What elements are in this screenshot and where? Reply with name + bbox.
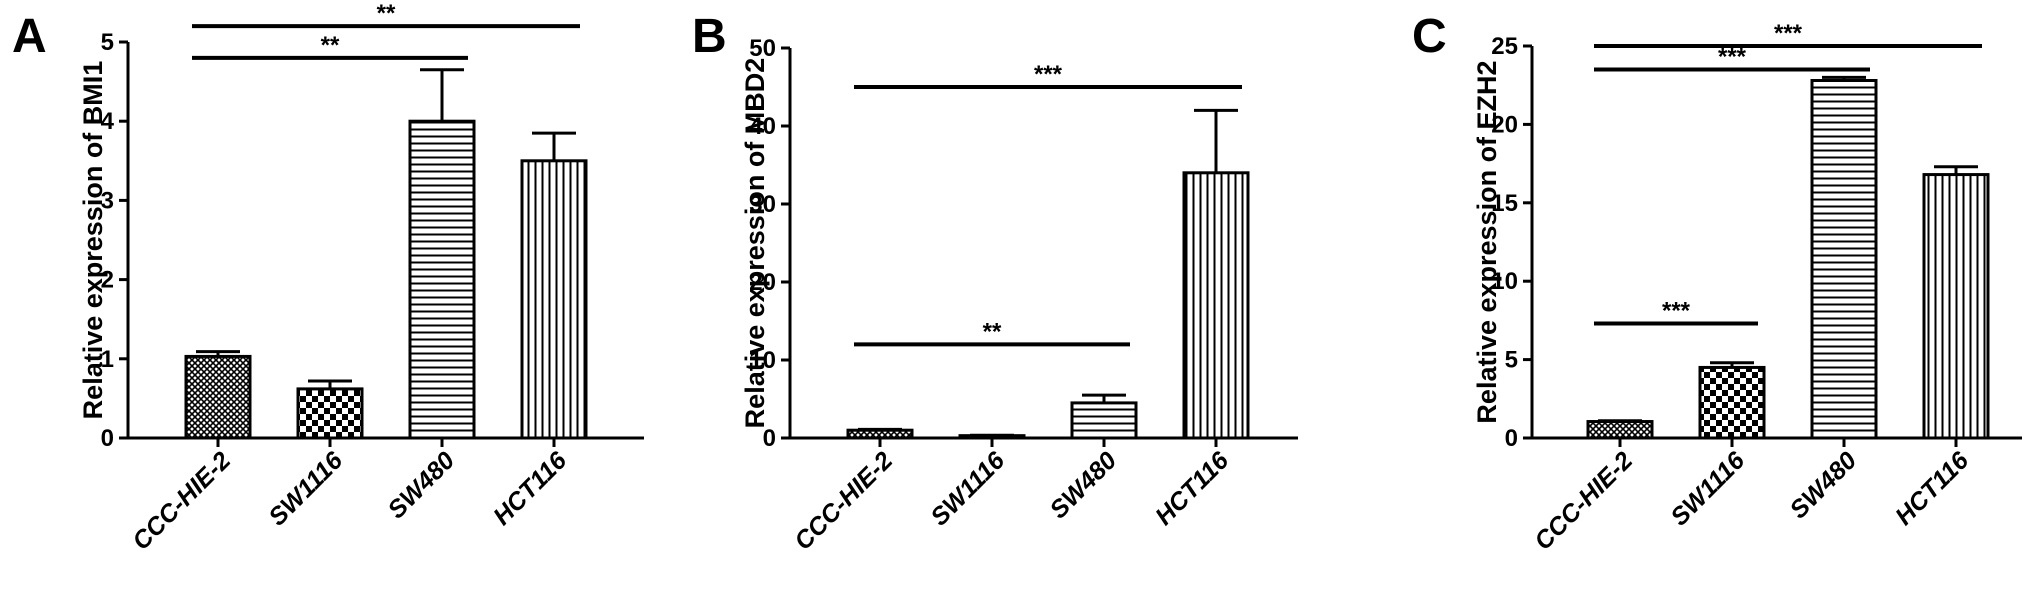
bar (1182, 171, 1250, 440)
significance-label: *** (1718, 44, 1747, 71)
bar (184, 354, 252, 440)
bar (520, 159, 588, 440)
y-tick-label: 5 (101, 29, 114, 56)
x-tick-label: CCC-HIE-2 (127, 446, 236, 555)
x-tick-label: SW1116 (1665, 446, 1751, 532)
significance-label: *** (1034, 61, 1063, 88)
y-tick-label: 10 (1491, 268, 1518, 295)
bar (1586, 420, 1654, 440)
x-tick-label: SW1116 (925, 446, 1011, 532)
significance-label: ** (377, 0, 396, 27)
y-tick-label: 50 (749, 35, 776, 62)
y-tick-label: 2 (101, 267, 114, 294)
y-tick-label: 1 (101, 346, 114, 373)
x-tick-label: HCT116 (1150, 446, 1235, 531)
y-tick-label: 3 (101, 187, 114, 214)
bar (296, 387, 364, 440)
bar (408, 119, 476, 440)
x-tick-label: HCT116 (1890, 446, 1975, 531)
significance-label: *** (1662, 298, 1691, 325)
y-tick-label: 30 (749, 191, 776, 218)
significance-label: ** (321, 32, 340, 59)
bar (1070, 401, 1138, 440)
x-tick-label: SW480 (382, 446, 460, 524)
y-tick-label: 0 (763, 425, 776, 452)
y-tick-label: 40 (749, 113, 776, 140)
y-tick-label: 0 (101, 425, 114, 452)
y-tick-label: 0 (1505, 425, 1518, 452)
y-tick-label: 10 (749, 347, 776, 374)
bar (958, 434, 1026, 440)
x-tick-label: CCC-HIE-2 (789, 446, 898, 555)
x-tick-label: SW480 (1044, 446, 1122, 524)
x-tick-label: SW1116 (263, 446, 349, 532)
y-tick-label: 25 (1491, 33, 1518, 60)
panel-letter: C (1412, 10, 1447, 63)
y-tick-label: 20 (1491, 111, 1518, 138)
panel-letter: B (692, 10, 727, 63)
y-axis-label: Relative expression of EZH2 (1472, 60, 1502, 423)
y-axis-label: Relative expression of MBD2 (740, 58, 770, 429)
bar (1922, 173, 1990, 440)
bar (846, 428, 914, 440)
panel-a: A Relative expression of BMI1 0 1 2 3 4 5 CCC-HI… (12, 0, 644, 556)
x-tick-label: HCT116 (488, 446, 573, 531)
y-tick-label: 5 (1505, 347, 1518, 374)
panel-letter: A (12, 10, 47, 63)
significance-label: *** (1774, 20, 1803, 47)
x-tick-label: SW480 (1784, 446, 1862, 524)
y-tick-label: 20 (749, 269, 776, 296)
x-tick-label: CCC-HIE-2 (1529, 446, 1638, 555)
y-tick-label: 15 (1491, 190, 1518, 217)
bar (1810, 78, 1878, 440)
y-axis-label: Relative expression of BMI1 (78, 61, 108, 420)
significance-label: ** (983, 318, 1002, 345)
bar (1698, 365, 1766, 440)
y-tick-label: 4 (101, 108, 115, 135)
